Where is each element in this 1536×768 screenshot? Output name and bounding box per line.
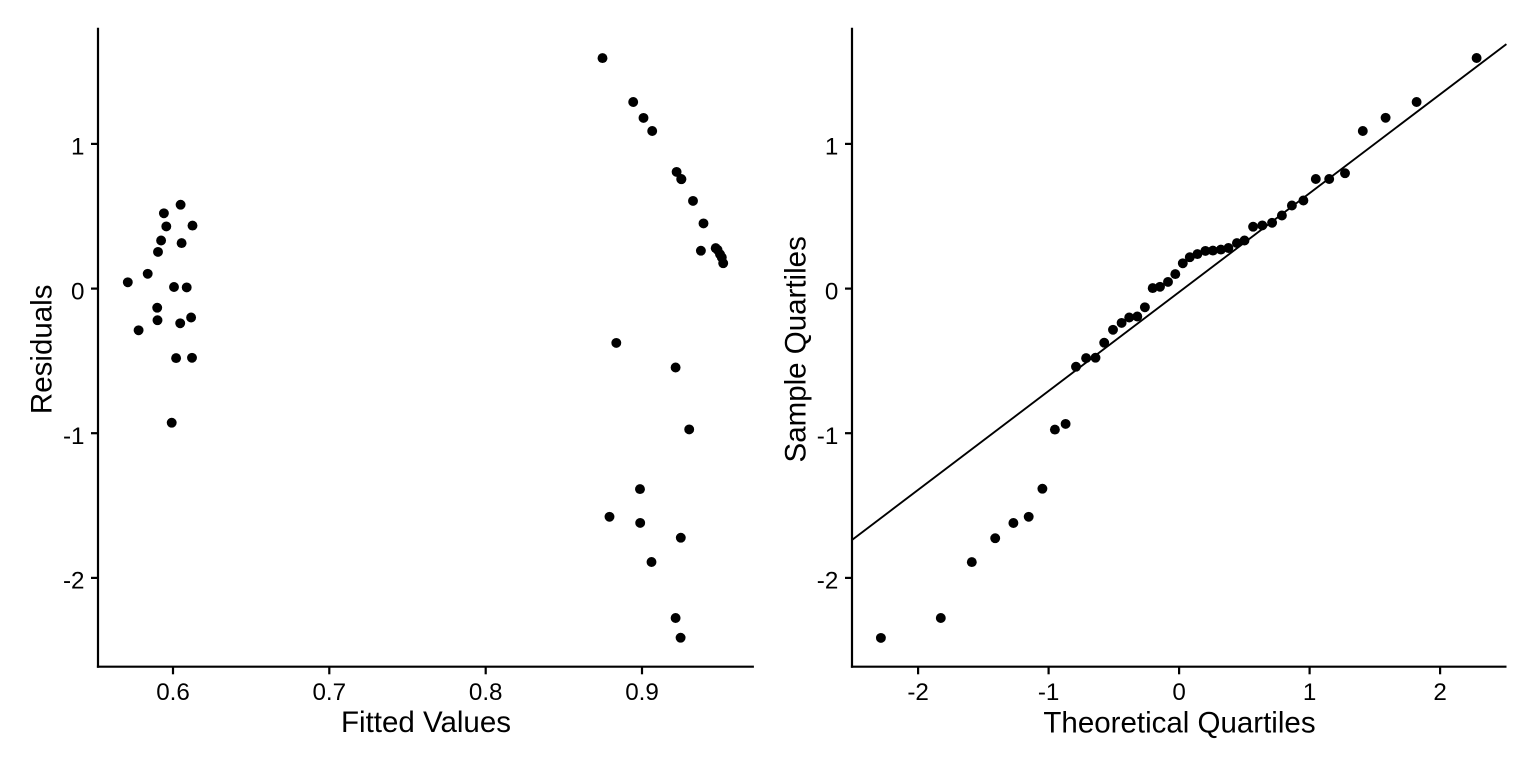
svg-text:0: 0	[71, 278, 84, 305]
svg-text:0.7: 0.7	[312, 679, 346, 706]
svg-text:1: 1	[825, 134, 838, 161]
svg-text:Sample Quartiles: Sample Quartiles	[780, 236, 813, 462]
svg-text:1: 1	[1303, 679, 1316, 706]
svg-text:Residuals: Residuals	[26, 285, 59, 415]
svg-text:0.6: 0.6	[156, 679, 190, 706]
svg-text:Fitted Values: Fitted Values	[341, 706, 511, 739]
svg-text:1: 1	[71, 134, 84, 161]
svg-text:0: 0	[1172, 679, 1185, 706]
svg-text:-1: -1	[63, 423, 85, 450]
svg-text:0.8: 0.8	[469, 679, 503, 706]
svg-text:-2: -2	[907, 679, 929, 706]
svg-text:0: 0	[825, 278, 838, 305]
svg-text:-2: -2	[817, 568, 839, 595]
svg-text:2: 2	[1433, 679, 1446, 706]
svg-text:-2: -2	[63, 568, 85, 595]
svg-text:-1: -1	[1038, 679, 1060, 706]
svg-text:Theoretical Quartiles: Theoretical Quartiles	[1043, 707, 1315, 740]
svg-text:-1: -1	[817, 423, 839, 450]
svg-text:0.9: 0.9	[625, 679, 659, 706]
